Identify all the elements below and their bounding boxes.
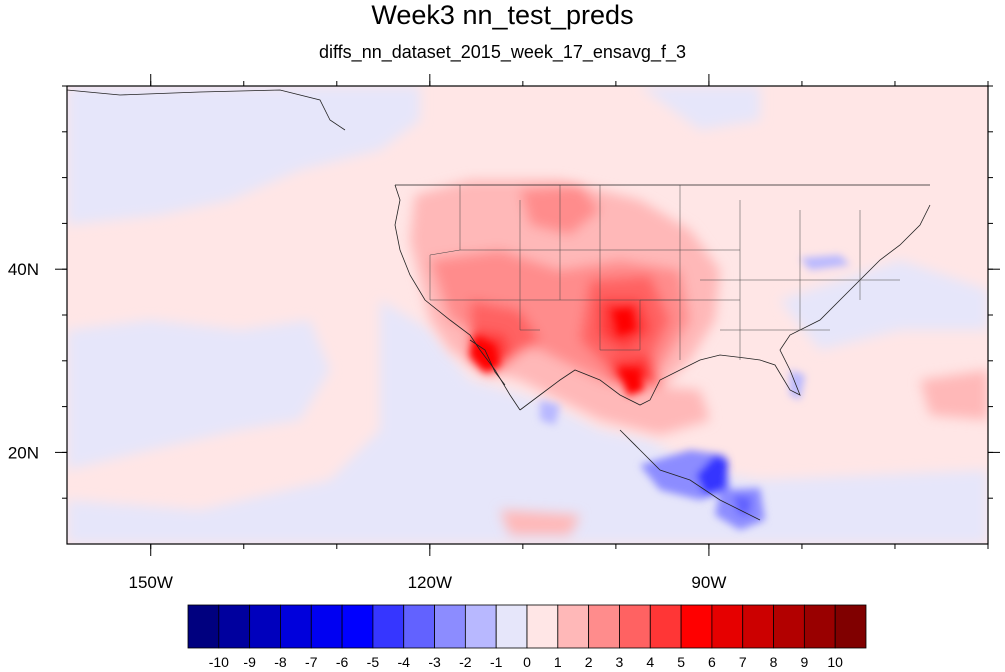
colorbar-tick-label: 7 xyxy=(739,654,747,670)
colorbar-swatch xyxy=(680,604,713,649)
colorbar-tick-label: -6 xyxy=(336,654,349,670)
colorbar-swatch xyxy=(526,604,559,649)
map-subtitle: diffs_nn_dataset_2015_week_17_ensavg_f_3 xyxy=(319,42,686,62)
lon-tick-label: 120W xyxy=(408,573,452,592)
colorbar-swatch xyxy=(218,604,251,649)
colorbar-swatch xyxy=(495,604,528,649)
colorbar-swatch xyxy=(834,604,867,649)
heatmap-field xyxy=(67,86,988,544)
colorbar-swatch xyxy=(619,604,651,649)
state-borders xyxy=(429,185,900,360)
colorbar-swatch xyxy=(464,604,497,649)
colorbar-tick-label: 0 xyxy=(523,654,531,670)
lon-tick-label: 90W xyxy=(691,573,726,592)
colorbar-swatch xyxy=(588,604,620,649)
colorbar-swatch xyxy=(341,604,374,649)
colorbar-swatch xyxy=(372,604,405,649)
coastlines xyxy=(67,89,931,521)
colorbar-swatch xyxy=(280,604,312,649)
colorbar-tick-label: 5 xyxy=(677,654,685,670)
colorbar-swatch xyxy=(187,604,220,649)
colorbar-tick-label: 1 xyxy=(554,654,562,670)
colorbar-swatch xyxy=(434,604,466,649)
colorbar-swatch xyxy=(310,604,343,649)
colorbar-swatch xyxy=(403,604,435,649)
colorbar-tick-label: 8 xyxy=(770,654,778,670)
colorbar-tick-label: 3 xyxy=(616,654,624,670)
colorbar-swatch xyxy=(557,604,590,649)
colorbar-tick-label: 6 xyxy=(708,654,716,670)
colorbar-tick-label: -4 xyxy=(398,654,411,670)
colorbar-tick-label: -2 xyxy=(459,654,472,670)
lat-tick-label: 40N xyxy=(8,260,39,279)
colorbar-tick-label: -9 xyxy=(243,654,256,670)
colorbar-tick-label: 2 xyxy=(585,654,593,670)
colorbar-swatch xyxy=(742,604,774,649)
colorbar-tick-label: -3 xyxy=(428,654,441,670)
colorbar-swatch xyxy=(773,604,805,649)
colorbar: -10 -9 -8 -7 -6 -5 -4 -3 -2 -1 0 1 2 3 4 5 6 7 8 9 10 xyxy=(187,604,867,670)
colorbar-tick-label: 9 xyxy=(800,654,808,670)
colorbar-swatch xyxy=(249,604,281,649)
colorbar-tick-label: -5 xyxy=(367,654,380,670)
map-title: Week3 nn_test_preds xyxy=(371,0,634,30)
lat-tick-label: 20N xyxy=(8,443,39,462)
axis-ticks: 150W 120W 90W 40N 20N xyxy=(8,74,1000,592)
colorbar-swatch xyxy=(649,604,682,649)
colorbar-tick-label: -10 xyxy=(209,654,229,670)
colorbar-tick-label: -8 xyxy=(274,654,287,670)
colorbar-swatch xyxy=(803,604,836,649)
colorbar-swatch xyxy=(711,604,744,649)
colorbar-tick-label: -1 xyxy=(490,654,503,670)
colorbar-tick-label: 4 xyxy=(646,654,654,670)
colorbar-tick-label: 10 xyxy=(827,654,843,670)
lon-tick-label: 150W xyxy=(129,573,173,592)
colorbar-tick-label: -7 xyxy=(305,654,318,670)
